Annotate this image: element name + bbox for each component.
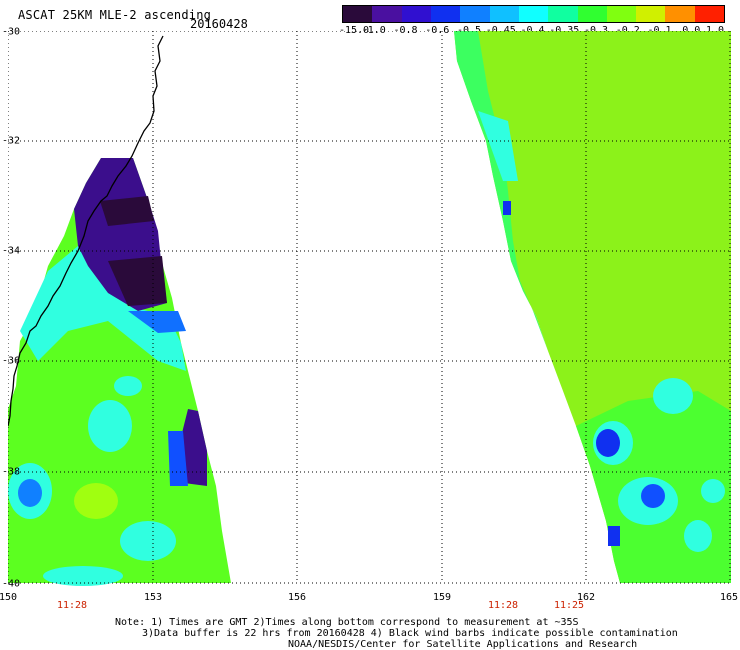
color-scale-segment — [665, 6, 695, 22]
grid-lines — [8, 31, 731, 584]
pass-time: 11:28 — [56, 600, 88, 611]
coastline — [8, 35, 164, 427]
color-scale-segment — [401, 6, 431, 22]
color-scale-label: -0.2 — [615, 25, 640, 36]
color-scale-label: 0.0 — [682, 25, 701, 36]
color-scale-label: -1.0 — [361, 25, 386, 36]
color-scale-segment — [636, 6, 666, 22]
lat-label: -30 — [2, 26, 21, 38]
color-scale-segment — [343, 6, 373, 22]
lon-label: 156 — [287, 592, 307, 603]
map-plot — [8, 31, 731, 586]
footnote-line: Note: 1) Times are GMT 2)Times along bot… — [115, 617, 579, 628]
color-scale-segment — [489, 6, 519, 22]
lon-label: 153 — [143, 592, 163, 603]
color-scale-label: 1.0 — [705, 25, 725, 36]
pass-time: 11:28 — [487, 600, 519, 611]
color-scale-segment — [577, 6, 607, 22]
color-scale-segment — [460, 6, 490, 22]
lon-label: 162 — [576, 592, 596, 603]
lat-label: -38 — [2, 466, 21, 478]
right-swath — [454, 31, 731, 583]
color-scale-bar — [342, 5, 725, 23]
color-scale-segment — [430, 6, 461, 22]
lon-label: 159 — [432, 592, 452, 603]
lon-label: 165 — [719, 592, 739, 603]
lat-label: -32 — [2, 135, 21, 147]
color-scale-segment — [372, 6, 402, 22]
lon-label: 150 — [0, 592, 18, 603]
map-date: 20160428 — [190, 17, 248, 31]
color-scale-segment — [518, 6, 549, 22]
pass-time: 11:25 — [553, 600, 585, 611]
footnote-line: 3)Data buffer is 22 hrs from 20160428 4)… — [142, 628, 678, 639]
left-swath — [8, 158, 231, 586]
color-scale-segment — [606, 6, 637, 22]
color-scale-segment — [694, 6, 725, 22]
color-scale-label: -0.1 — [647, 25, 672, 36]
color-scale-label: -15.0 — [338, 25, 370, 36]
footnote-line: NOAA/NESDIS/Center for Satellite Applica… — [288, 639, 638, 650]
lat-label: -34 — [2, 245, 21, 257]
lat-label: -40 — [2, 578, 21, 590]
color-scale-label: -0.8 — [393, 25, 418, 36]
color-scale-label: -0.6 — [425, 25, 450, 36]
lat-label: -36 — [2, 355, 21, 367]
map-title: ASCAT 25KM MLE-2 ascending — [18, 8, 212, 22]
color-scale-segment — [548, 6, 578, 22]
